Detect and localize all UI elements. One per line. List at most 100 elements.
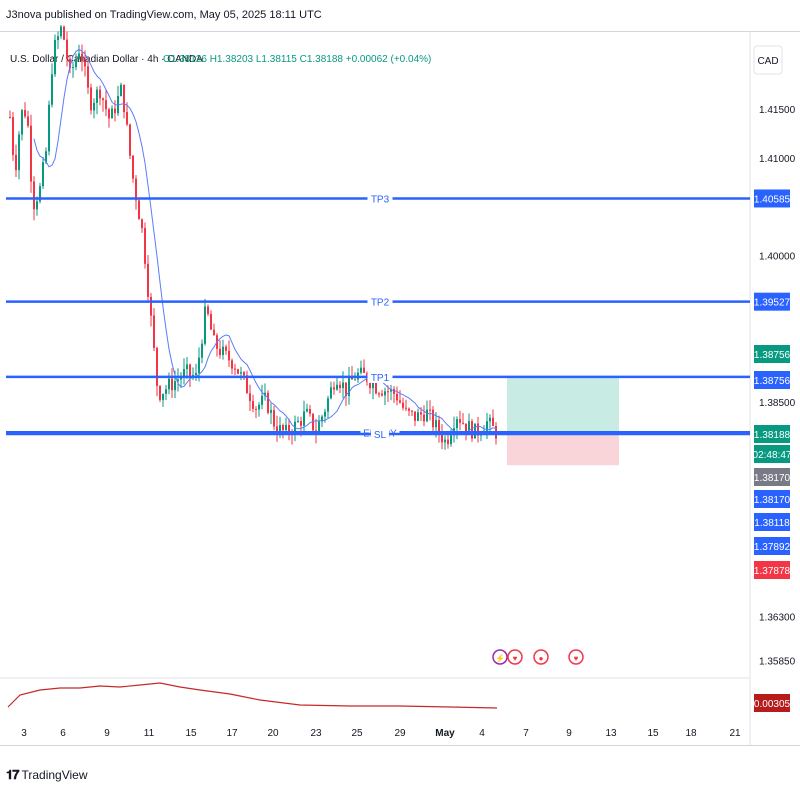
price-badge-label: 1.37892 xyxy=(754,542,791,553)
price-badge-label: 1.38170 xyxy=(754,495,791,506)
candle-body xyxy=(207,306,209,314)
candle-body xyxy=(396,393,398,401)
y-tick-label: 1.40000 xyxy=(759,252,796,263)
candle-body xyxy=(63,26,65,40)
x-tick-label: 15 xyxy=(647,728,659,739)
candle-body xyxy=(300,420,302,426)
y-tick-label: 1.41000 xyxy=(759,154,796,165)
candle-body xyxy=(294,421,296,435)
candle-body xyxy=(408,408,410,411)
candle-body xyxy=(333,387,335,390)
x-tick-label: 18 xyxy=(685,728,697,739)
x-tick-label: 17 xyxy=(226,728,238,739)
event-icon-glyph: ⚡ xyxy=(495,653,505,663)
candle-body xyxy=(21,110,23,135)
candle-body xyxy=(489,417,491,422)
candle-body xyxy=(468,421,470,432)
candle-body xyxy=(81,53,83,62)
symbol-label: U.S. Dollar / Canadian Dollar · 4h · OAN… xyxy=(10,54,203,65)
candle-body xyxy=(234,368,236,370)
candle-body xyxy=(36,201,38,210)
candle-body xyxy=(438,420,440,434)
price-badge-label: 1.40585 xyxy=(754,194,791,205)
candle-body xyxy=(393,389,395,394)
candle-body xyxy=(123,84,125,113)
level-label-tp2: TP2 xyxy=(371,298,390,309)
candle-body xyxy=(204,306,206,344)
x-tick-label: 25 xyxy=(351,728,363,739)
stop-zone xyxy=(507,432,619,466)
price-badge-label: 02:48:47 xyxy=(753,450,792,461)
candle-body xyxy=(174,381,176,391)
price-badge xyxy=(754,513,790,531)
x-tick-label: 15 xyxy=(185,728,197,739)
candle-body xyxy=(144,228,146,264)
price-badge xyxy=(754,292,790,311)
candle-body xyxy=(312,413,314,431)
price-badge-label: 1.38756 xyxy=(754,376,791,387)
candle-body xyxy=(318,421,320,434)
candle-body xyxy=(450,435,452,445)
candle-body xyxy=(492,417,494,426)
candle-body xyxy=(168,378,170,390)
candle-body xyxy=(201,343,203,358)
candle-body xyxy=(339,384,341,389)
candle-body xyxy=(279,425,281,435)
x-tick-label: 9 xyxy=(104,728,110,739)
candle-body xyxy=(186,364,188,370)
candle-body xyxy=(42,162,44,187)
candle-body xyxy=(321,416,323,422)
candle-body xyxy=(57,36,59,41)
candle-body xyxy=(375,382,377,394)
candle-body xyxy=(405,407,407,409)
candle-body xyxy=(159,385,161,400)
candle-body xyxy=(270,410,272,413)
candle-body xyxy=(390,389,392,392)
candle-body xyxy=(423,414,425,422)
candle-body xyxy=(18,134,20,171)
price-badge-label: 1.38188 xyxy=(754,430,791,441)
x-tick-label: 4 xyxy=(479,728,485,739)
price-badge-label: 1.38170 xyxy=(754,473,791,484)
candle-body xyxy=(363,367,365,373)
candle-body xyxy=(261,395,263,405)
candle-body xyxy=(282,425,284,431)
event-icon-glyph: ♥ xyxy=(513,654,518,663)
price-badge xyxy=(754,345,790,363)
candle-body xyxy=(228,350,230,361)
candle-body xyxy=(24,110,26,117)
candle-body xyxy=(330,387,332,399)
candle-body xyxy=(384,391,386,396)
tradingview-brand-label: TradingView xyxy=(21,768,88,782)
price-badge-label: 1.38118 xyxy=(754,518,790,529)
candle-body xyxy=(306,408,308,412)
candle-body xyxy=(96,89,98,103)
candle-body xyxy=(126,112,128,125)
y-tick-label: 1.38500 xyxy=(759,398,796,409)
candle-body xyxy=(381,393,383,396)
x-tick-label: 20 xyxy=(267,728,279,739)
candle-body xyxy=(39,186,41,202)
candle-body xyxy=(237,369,239,374)
candle-body xyxy=(54,40,56,75)
candle-body xyxy=(114,108,116,114)
candle-body xyxy=(360,367,362,373)
candle-body xyxy=(60,26,62,37)
candle-body xyxy=(240,372,242,374)
price-badge xyxy=(754,490,790,508)
candle-body xyxy=(90,87,92,111)
candle-body xyxy=(432,409,434,428)
candle-body xyxy=(354,379,356,381)
candle-body xyxy=(459,419,461,423)
event-icon-glyph: ♥ xyxy=(574,654,579,663)
candle-body xyxy=(177,379,179,382)
candle-body xyxy=(138,200,140,220)
candle-body xyxy=(84,61,86,67)
candle-body xyxy=(255,408,257,410)
candle-body xyxy=(69,58,71,69)
candle-body xyxy=(135,178,137,201)
candle-body xyxy=(378,393,380,395)
candle-body xyxy=(462,422,464,424)
candle-body xyxy=(129,124,131,156)
